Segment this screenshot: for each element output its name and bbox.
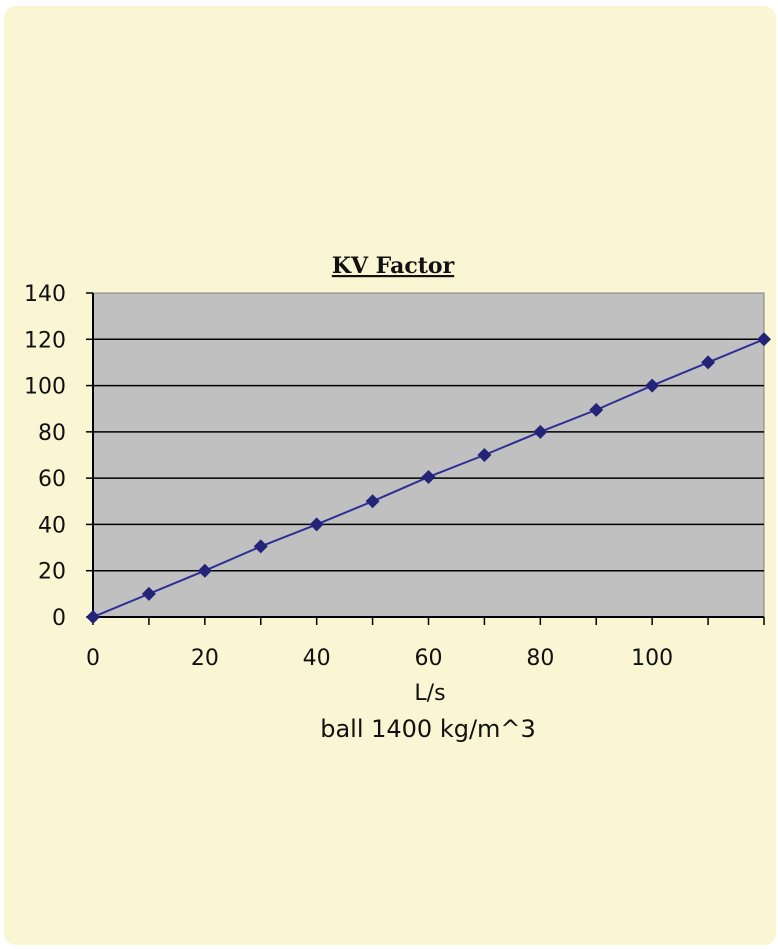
x-tick-label: 40 [303,646,331,671]
chart-title: KV Factor [332,253,455,279]
x-tick-label: 80 [526,646,554,671]
data-point-marker [533,424,548,439]
y-tick-label: 120 [24,328,66,353]
y-tick-label: 140 [24,282,66,307]
data-point-marker [421,469,436,484]
y-axis-ticks: 0 20 40 60 80 100 120 140 [24,282,93,631]
data-point-marker [141,586,156,601]
chart-subtitle: ball 1400 kg/m^3 [320,715,536,743]
x-axis-label: L/s [414,681,445,706]
x-tick-label: 0 [86,646,100,671]
x-tick-label: 20 [191,646,219,671]
y-tick-label: 0 [52,606,66,631]
data-point-marker [365,494,380,509]
data-point-marker [197,563,212,578]
x-tick-label: 60 [415,646,443,671]
data-point-marker [589,402,604,417]
data-point-marker [86,610,100,624]
series-kv-factor [86,332,771,624]
data-point-marker [645,378,660,393]
data-point-marker [309,517,324,532]
data-point-marker [253,539,268,554]
y-tick-label: 40 [38,513,66,538]
x-axis-ticks: 0 20 40 60 80 100 [86,617,765,671]
data-point-marker [477,448,492,462]
y-tick-label: 60 [38,467,66,492]
data-point-marker [757,332,771,347]
y-tick-label: 80 [38,421,66,446]
data-point-marker [701,355,716,370]
plot-area [92,292,765,618]
y-tick-label: 20 [38,560,66,585]
x-tick-label: 100 [631,646,673,671]
y-tick-label: 100 [24,375,66,400]
